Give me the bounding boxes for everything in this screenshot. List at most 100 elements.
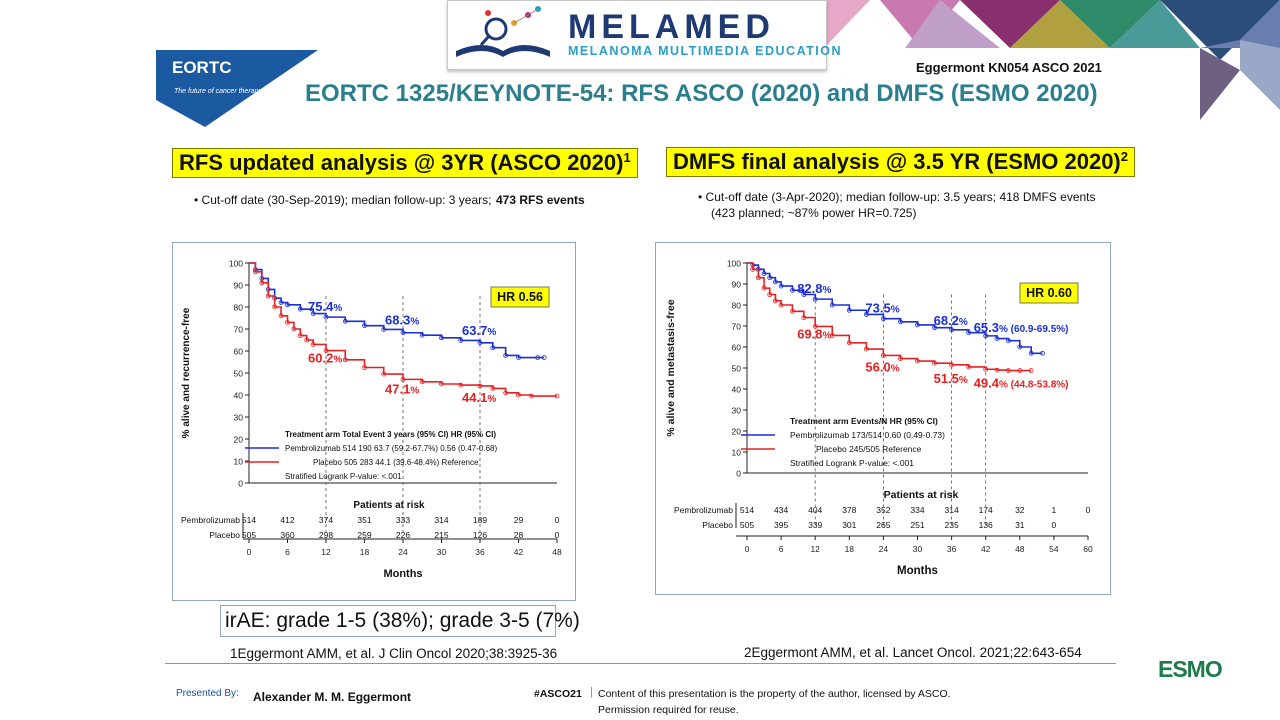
survival-rate-label: 75.4% xyxy=(308,299,342,314)
censor-mark xyxy=(323,314,329,320)
rfs-heading-text: RFS updated analysis @ 3YR (ASCO 2020) xyxy=(179,150,624,175)
percent-sign: % xyxy=(410,385,419,396)
melamed-logo-subtitle: MELANOMA MULTIMEDIA EDUCATION xyxy=(568,44,843,58)
banner-triangle xyxy=(1160,0,1280,60)
legend-row: Pembrolizumab 514 190 63.7 (59.2-67.7%) … xyxy=(285,444,497,453)
risk-value: 505 xyxy=(740,520,754,530)
censor-mark xyxy=(272,304,278,310)
censor-mark xyxy=(932,325,937,331)
risk-value: 259 xyxy=(357,530,371,540)
censor-mark xyxy=(381,327,387,332)
risk-value: 32 xyxy=(1015,505,1025,515)
banner-triangle xyxy=(905,0,1000,48)
risk-value: 378 xyxy=(842,505,856,515)
percent-sign: % xyxy=(999,379,1008,390)
censor-mark xyxy=(1040,350,1045,356)
risk-value: 0 xyxy=(555,515,560,525)
censor-mark xyxy=(439,335,444,341)
survival-rate-label: 73.5% xyxy=(865,301,899,316)
censor-mark xyxy=(362,323,367,329)
censor-mark xyxy=(898,356,903,361)
km-curve-placebo xyxy=(747,262,1032,372)
rfs-heading: RFS updated analysis @ 3YR (ASCO 2020)1 xyxy=(172,148,638,178)
survival-rate-label: 51.5% xyxy=(934,371,968,386)
x-tick-label: 0 xyxy=(247,547,252,557)
x-tick-label: 6 xyxy=(779,544,784,554)
risk-row-label: Placebo xyxy=(702,520,733,530)
y-tick-label: 50 xyxy=(234,369,244,379)
y-tick-label: 50 xyxy=(732,364,742,374)
censor-mark xyxy=(381,371,387,377)
survival-rate-value: 49.4 xyxy=(974,375,1000,390)
reference-label: Eggermont KN054 ASCO 2021 xyxy=(916,60,1102,75)
censor-mark xyxy=(1017,344,1023,350)
censor-mark xyxy=(477,383,483,389)
rfs-heading-sup: 1 xyxy=(623,150,631,165)
censor-mark xyxy=(400,330,406,336)
x-tick-label: 42 xyxy=(981,544,991,554)
banner-triangle xyxy=(1240,40,1280,110)
risk-value: 514 xyxy=(242,515,256,525)
censor-mark xyxy=(863,346,869,352)
censor-mark xyxy=(362,365,367,370)
censor-mark xyxy=(812,324,818,329)
survival-rate-value: 56.0 xyxy=(865,359,890,374)
risk-value: 301 xyxy=(842,520,856,530)
percent-sign: % xyxy=(891,363,900,374)
censor-mark xyxy=(966,330,972,336)
censor-mark xyxy=(761,285,767,291)
y-axis-label: % alive and metastasis-free xyxy=(665,299,677,436)
y-tick-label: 30 xyxy=(732,406,742,416)
eortc-logo: EORTC xyxy=(172,58,232,77)
censor-mark xyxy=(846,307,852,313)
censor-mark xyxy=(310,342,316,347)
survival-rate-value: 73.5 xyxy=(865,301,890,316)
survival-rate-label: 69.8% xyxy=(797,326,831,341)
copyright-line-2: Permission required for reuse. xyxy=(598,704,739,716)
percent-sign: % xyxy=(891,305,900,316)
survival-rate-value: 68.2 xyxy=(934,313,959,328)
censor-mark xyxy=(419,379,425,385)
censor-mark xyxy=(767,275,773,281)
censor-mark xyxy=(863,312,869,317)
censor-mark xyxy=(516,355,521,360)
censor-mark xyxy=(778,283,784,289)
censor-mark xyxy=(554,393,560,399)
censor-mark xyxy=(915,322,920,328)
survival-rate-value: 69.8 xyxy=(797,326,822,341)
rfs-events: 473 RFS events xyxy=(496,193,585,207)
legend-footnote: Stratified Logrank P-value: <.001 xyxy=(285,472,402,481)
ci-label: (44.8-53.8%) xyxy=(1008,379,1069,390)
censor-mark xyxy=(880,353,886,358)
banner-triangle xyxy=(1010,0,1110,48)
melamed-logo xyxy=(447,0,827,70)
censor-mark xyxy=(278,300,284,305)
legend-header: Treatment arm Total Event 3 years (95% C… xyxy=(285,430,496,439)
risk-value: 314 xyxy=(945,505,959,515)
x-tick-label: 36 xyxy=(947,544,957,554)
legend-row: Placebo 245/505 Reference xyxy=(816,444,922,454)
risk-value: 251 xyxy=(910,520,924,530)
censor-mark xyxy=(458,338,464,343)
x-tick-label: 0 xyxy=(745,544,750,554)
censor-mark xyxy=(439,381,444,387)
risk-value: 314 xyxy=(434,515,448,525)
eortc-tagline: The future of cancer therapy xyxy=(174,88,262,95)
risk-value: 360 xyxy=(280,530,294,540)
x-tick-label: 12 xyxy=(810,544,820,554)
y-tick-label: 100 xyxy=(727,259,741,269)
banner-triangle xyxy=(960,0,1060,48)
censor-mark xyxy=(1028,350,1034,356)
legend-row: Placebo 505 283 44.1 (39.6-48.4%) Refere… xyxy=(313,458,479,467)
dmfs-heading: DMFS final analysis @ 3.5 YR (ESMO 2020)… xyxy=(666,147,1135,177)
risk-row-label: Pembrolizumab xyxy=(181,515,240,525)
dmfs-heading-text: DMFS final analysis @ 3.5 YR (ESMO 2020) xyxy=(673,149,1121,174)
x-tick-label: 30 xyxy=(437,547,447,557)
censor-mark xyxy=(773,298,778,304)
y-tick-label: 80 xyxy=(234,303,244,313)
risk-value: 1 xyxy=(1052,505,1057,515)
y-tick-label: 0 xyxy=(736,469,741,479)
banner-triangle xyxy=(1110,0,1200,48)
x-tick-label: 60 xyxy=(1083,544,1093,554)
